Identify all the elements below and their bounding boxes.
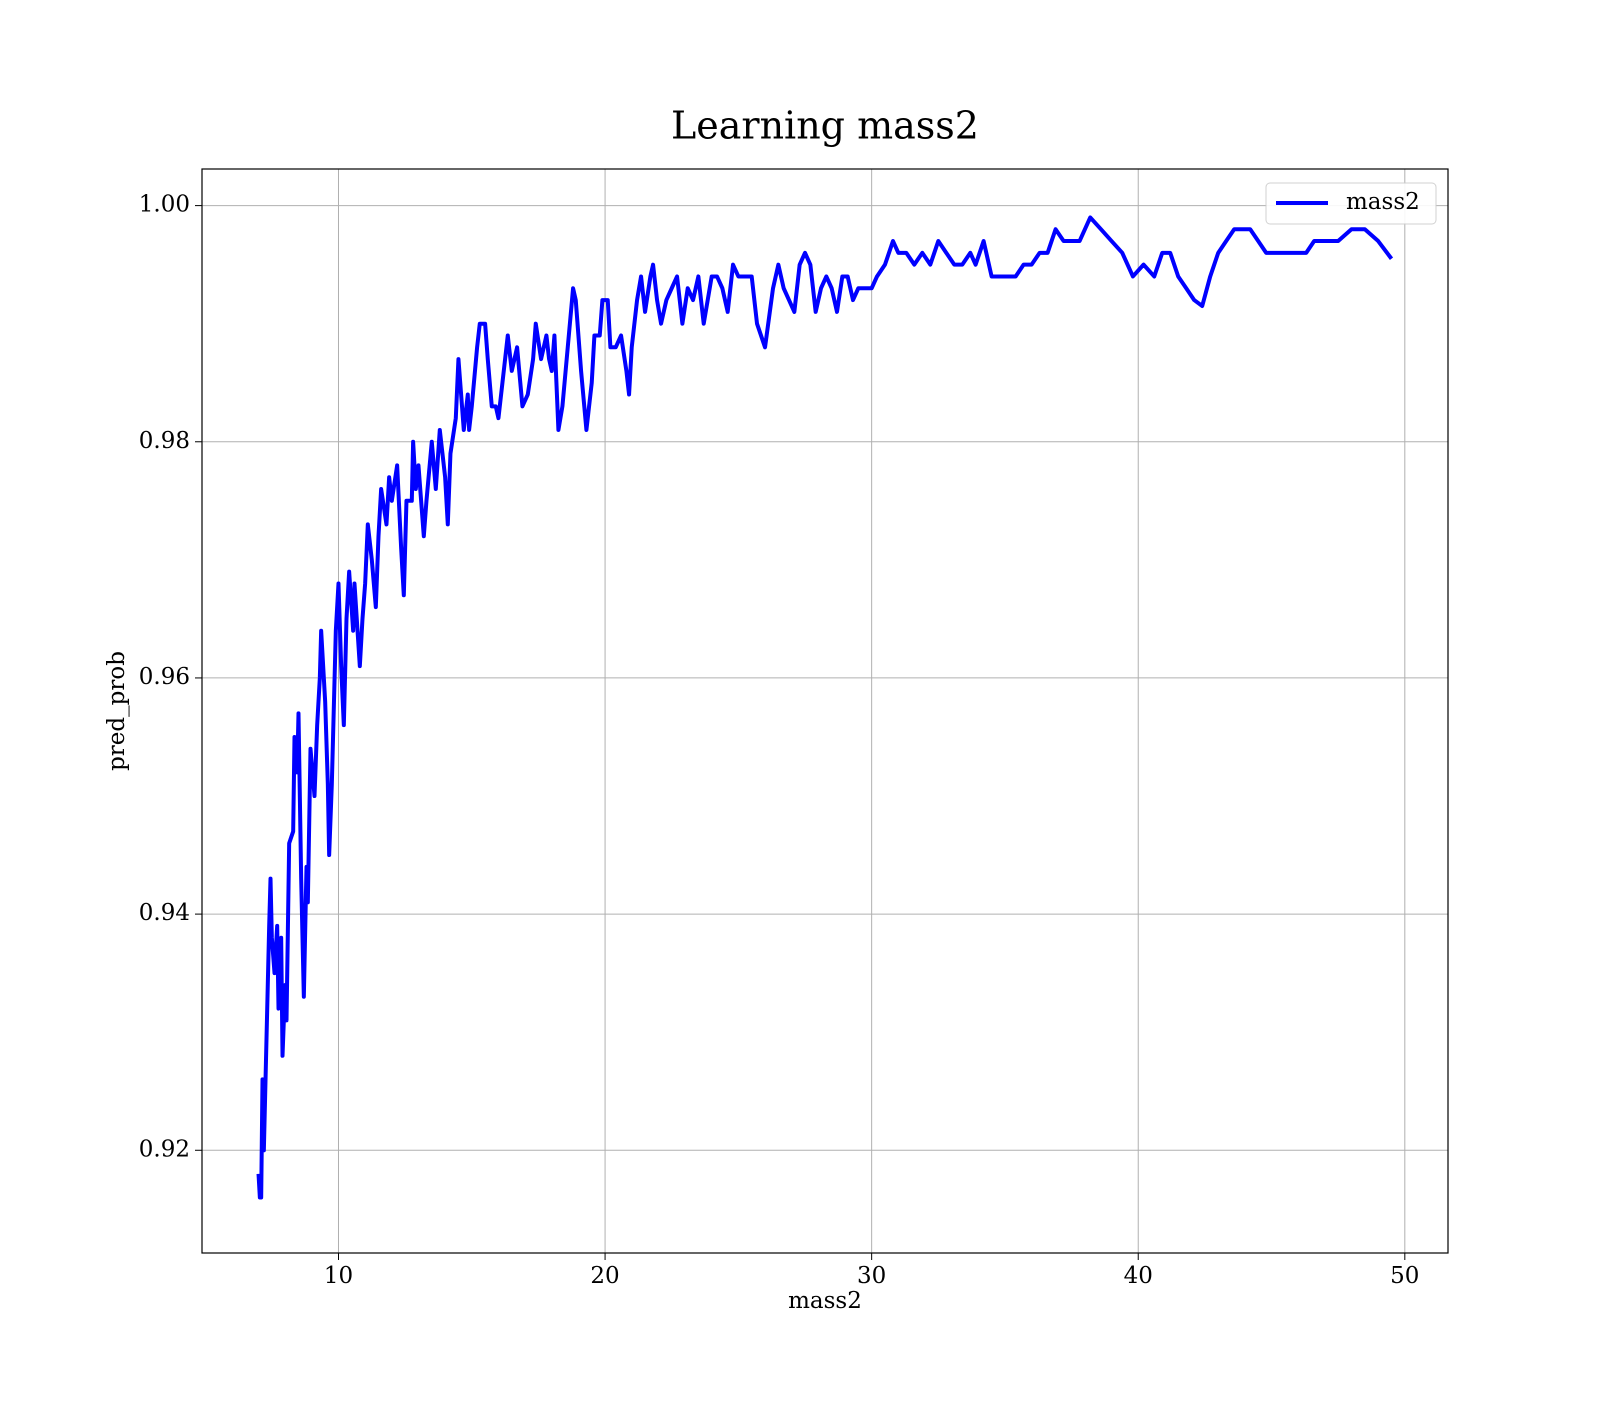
chart-title: Learning mass2: [671, 104, 979, 148]
y-tick-label: 0.94: [139, 900, 190, 926]
plot-frame: [201, 168, 1449, 1254]
x-tick-label: 40: [1124, 1263, 1153, 1289]
y-tick-label: 0.92: [139, 1136, 190, 1162]
x-tick-label: 20: [590, 1263, 619, 1289]
x-tick-label: 50: [1390, 1263, 1419, 1289]
y-tick-label: 1.00: [139, 192, 190, 218]
data-line: [256, 215, 1394, 1200]
y-axis-label: pred_prob: [104, 651, 130, 771]
x-tick-label: 30: [857, 1263, 886, 1289]
y-tick-label: 0.96: [139, 664, 190, 690]
x-axis-label: mass2: [788, 1288, 862, 1314]
legend-label: mass2: [1346, 189, 1420, 215]
legend-box: [1265, 182, 1437, 225]
x-tick-label: 10: [324, 1263, 353, 1289]
y-tick-label: 0.98: [139, 428, 190, 454]
